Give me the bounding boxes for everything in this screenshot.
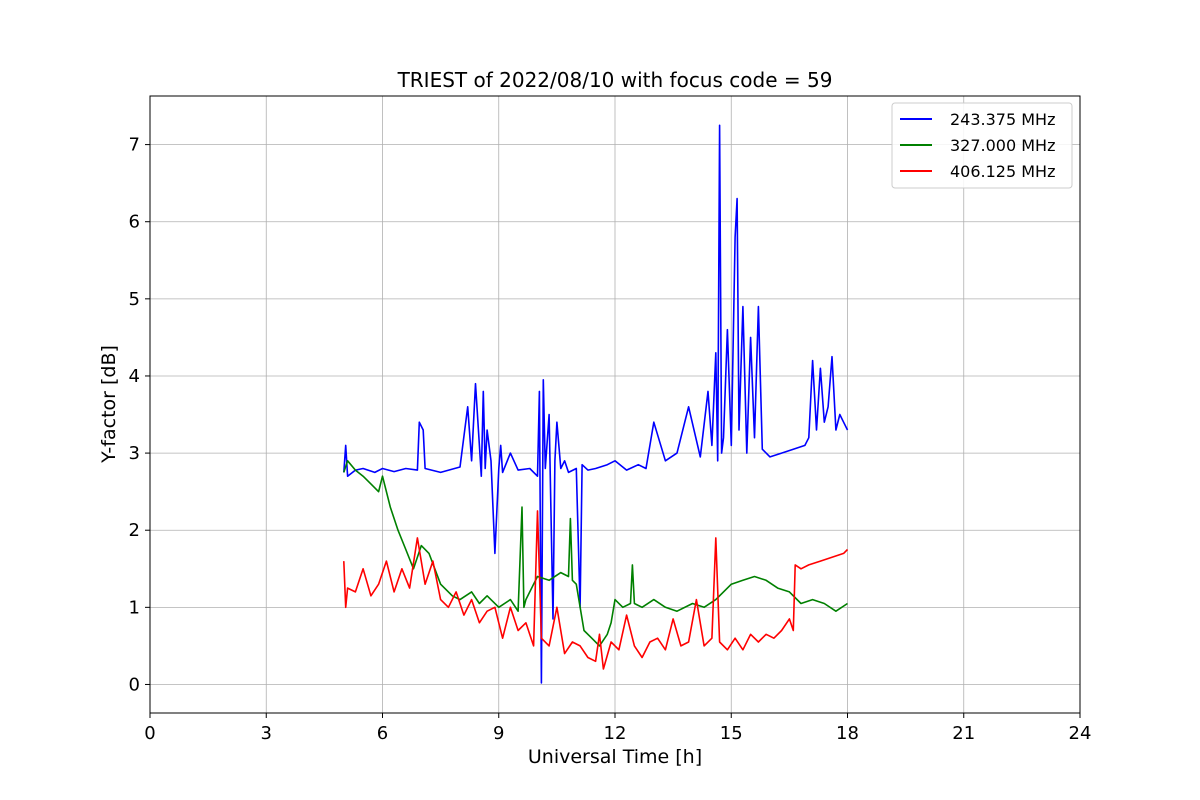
legend-box [891,102,1073,189]
legend: 243.375 MHz 327.000 MHz 406.125 MHz [891,102,1073,189]
y-tick-label: 3 [129,443,140,464]
x-tick-label: 12 [604,723,627,744]
x-tick-label: 18 [836,723,859,744]
x-tick-label: 21 [952,723,975,744]
x-tick-label: 15 [720,723,743,744]
x-tick-label: 24 [1069,723,1092,744]
x-tick-label: 3 [261,723,272,744]
legend-label-2: 327.000 MHz [950,136,1055,155]
x-tick-label: 0 [144,723,155,744]
series-line-1 [343,124,849,684]
y-tick-label: 4 [129,366,140,387]
y-tick-label: 1 [129,597,140,618]
series-line-3 [343,510,849,670]
chart-title: TRIEST of 2022/08/10 with focus code = 5… [397,68,833,92]
y-tick-label: 6 [129,212,140,233]
y-tick-label: 0 [129,674,140,695]
series-line-2 [343,459,848,647]
legend-label-1: 243.375 MHz [950,110,1055,129]
x-tick-label: 6 [377,723,388,744]
y-tick-label: 7 [129,135,140,156]
y-tick-label: 2 [129,520,140,541]
x-axis-label: Universal Time [h] [528,746,702,768]
legend-label-3: 406.125 MHz [950,162,1055,181]
y-axis-label: Y-factor [dB] [98,345,120,464]
x-tick-label: 9 [493,723,504,744]
series-group [343,124,849,684]
y-tick-label: 5 [129,289,140,310]
